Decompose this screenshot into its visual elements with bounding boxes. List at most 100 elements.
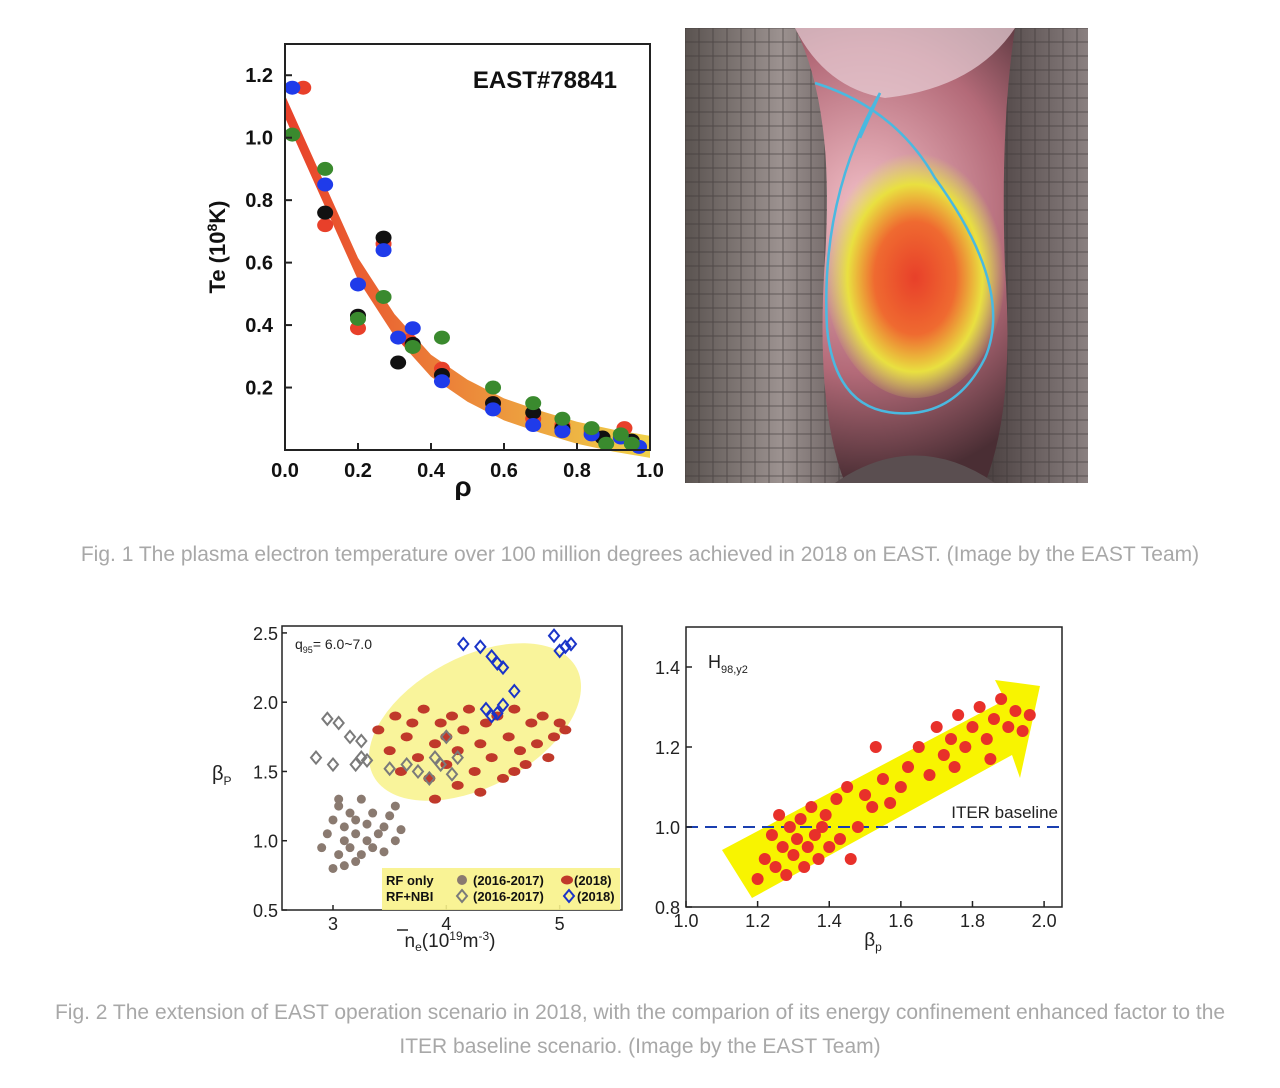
betap-x-tick-label: 5 (555, 914, 565, 934)
gray-dot-point (390, 801, 400, 811)
legend-row2-text2: (2018) (577, 889, 615, 904)
te-point-black (375, 230, 392, 245)
gray-dot-point (351, 829, 361, 839)
gray-diamond-point (434, 756, 447, 773)
q95-annotation: q95= 6.0~7.0 (295, 636, 372, 655)
red-dot-point (508, 704, 521, 714)
h98-point (923, 769, 936, 781)
h98-point (984, 753, 997, 765)
h98-point (783, 821, 796, 833)
te-y-tick-label: 1.2 (245, 65, 273, 87)
te-x-tick-label: 0.6 (490, 460, 518, 482)
gray-diamond-point (360, 752, 374, 768)
red-dot-point (548, 732, 560, 742)
h98-point (995, 693, 1008, 705)
h98-x-tick-label: 1.4 (817, 911, 842, 931)
h98-point (902, 761, 915, 773)
h98-point (952, 709, 965, 721)
te-point-green (525, 396, 542, 411)
blue-diamond-point (496, 659, 510, 676)
gray-diamond-point (355, 733, 368, 749)
blue-diamond-point (496, 697, 510, 713)
h98-point (751, 873, 764, 885)
red-dot-point (463, 704, 475, 714)
h98-y-tick-label: 1.2 (655, 738, 680, 758)
red-dot-point (502, 732, 515, 742)
h98-point (987, 713, 1000, 725)
red-dot-point (531, 739, 543, 749)
te-point-blue (284, 80, 301, 95)
h98-point (937, 749, 950, 761)
gray-dot-point (351, 815, 361, 825)
gray-diamond-point (355, 750, 368, 766)
te-x-tick-label: 0.4 (417, 460, 446, 482)
gray-diamond-point (343, 729, 357, 745)
h98-point (1023, 709, 1036, 721)
h98-point (812, 853, 825, 865)
red-dot-point (542, 753, 555, 763)
red-dot-point (429, 794, 441, 804)
te-point-green (485, 380, 502, 395)
figure2-caption-line2: ITER baseline scenario. (Image by the EA… (399, 1035, 881, 1058)
te-point-green (583, 421, 600, 436)
blue-diamond-point (559, 639, 572, 655)
te-point-black (390, 355, 407, 370)
red-dot-point (553, 718, 566, 728)
te-y-tick-label: 0.8 (245, 190, 273, 212)
betap-y-tick-label: 1.5 (253, 762, 278, 782)
gray-dot-point (328, 863, 338, 873)
te-point-green (404, 339, 421, 354)
h98-point (980, 733, 993, 745)
legend-blue-diamond (562, 888, 576, 904)
red-dot-point (536, 711, 549, 721)
red-dot-point (480, 718, 492, 728)
te-point-green (350, 311, 366, 326)
gray-diamond-point (349, 756, 362, 773)
te-point-green (554, 411, 571, 426)
h98-point (930, 721, 943, 733)
blue-diamond-point (485, 648, 498, 665)
h98-point (758, 853, 771, 865)
h98-plot-frame (685, 626, 1063, 908)
te-y-tick-label: 0.2 (245, 378, 273, 400)
red-dot-point (468, 766, 481, 776)
h98-point (1002, 721, 1015, 733)
red-dot-point (474, 787, 487, 797)
red-dot-point (514, 746, 526, 756)
gray-dot-point (373, 829, 383, 839)
h98-x-axis-label: βp (864, 930, 882, 954)
gray-dot-point (334, 850, 344, 860)
gray-dot-point (356, 850, 366, 860)
h98-point (773, 809, 786, 821)
h98-point (805, 801, 818, 813)
te-y-axis-label: Te (108K) (204, 201, 230, 294)
te-point-blue (404, 321, 421, 336)
gray-dot-point (368, 843, 378, 853)
blue-diamond-point (491, 705, 504, 721)
h98-point (823, 841, 836, 853)
h98-x-tick-label: 1.8 (960, 911, 985, 931)
h98-point (966, 721, 979, 733)
blue-diamond-point (508, 683, 521, 699)
red-dot-point (485, 753, 498, 763)
legend-gray-dot (457, 875, 467, 885)
red-dot-point (559, 725, 572, 735)
te-point-blue (350, 277, 366, 292)
h98-x-tick-label: 2.0 (1032, 911, 1057, 931)
red-dot-point (412, 753, 424, 763)
betap-x-tick-label: 3 (328, 914, 338, 934)
figure2-caption-line1: Fig. 2 The extension of EAST operation s… (54, 1001, 1226, 1024)
gray-dot-point (368, 808, 378, 818)
te-point-green (317, 161, 334, 176)
te-x-tick-label: 0.8 (563, 460, 591, 482)
te-point-blue (554, 424, 571, 439)
gray-dot-point (351, 857, 361, 867)
trend-arrow (722, 680, 1040, 898)
betap-x-axis-label: ne(1019m-3) (405, 929, 496, 954)
gray-dot-point (362, 836, 372, 846)
gray-diamond-point (321, 711, 334, 727)
gray-diamond-point (451, 750, 464, 766)
h98-point (841, 781, 854, 793)
te-point-green (598, 436, 615, 451)
te-point-green (612, 427, 629, 442)
